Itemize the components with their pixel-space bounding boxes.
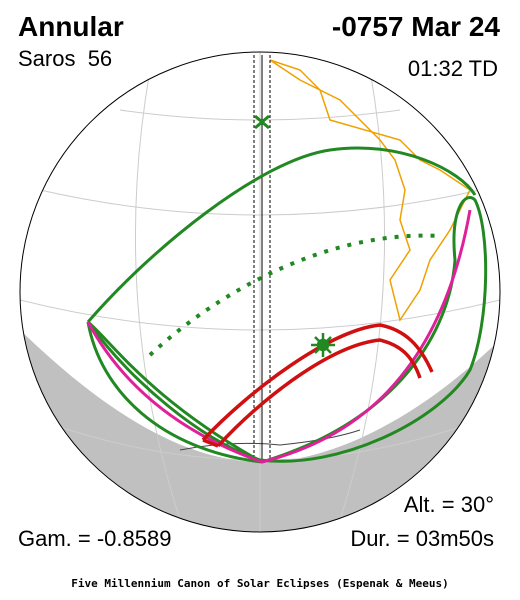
greatest-eclipse-path [148, 233, 441, 357]
saros: Saros 56 [18, 46, 112, 71]
eclipse-type: Annular [18, 11, 124, 42]
annular-south-limit [216, 338, 422, 448]
coastline-dark [179, 429, 361, 451]
gamma: Gam. = -0.8589 [18, 526, 171, 551]
subsolar-marker [254, 114, 270, 130]
penumbra-north-limit [86, 146, 477, 323]
duration: Dur. = 03m50s [350, 526, 494, 551]
penumbra-south-limit [86, 196, 488, 464]
footer: Five Millennium Canon of Solar Eclipses … [71, 577, 449, 590]
annular-north-limit [201, 323, 434, 442]
annular-end [202, 438, 219, 448]
greatest-eclipse-marker [311, 333, 335, 357]
altitude: Alt. = 30° [404, 492, 494, 517]
time: 01:32 TD [408, 56, 498, 81]
graticule [20, 52, 500, 532]
globe-outline [19, 51, 501, 533]
coastline [269, 59, 471, 322]
date: -0757 Mar 24 [332, 11, 501, 42]
max-eclipse-curve [86, 209, 472, 464]
